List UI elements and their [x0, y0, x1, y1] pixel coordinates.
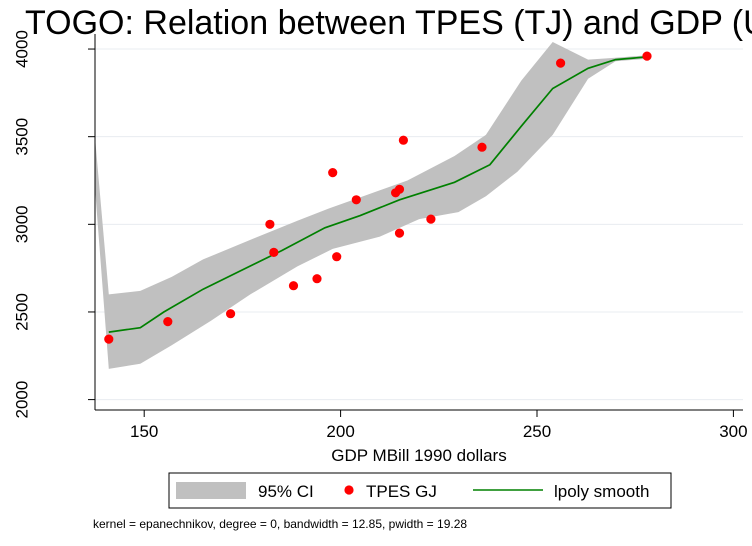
legend-swatch-points	[344, 485, 354, 495]
scatter-point-layer	[104, 51, 652, 344]
y-tick-label: 2500	[12, 293, 31, 331]
smooth-line	[108, 56, 648, 333]
x-tick-label: 150	[130, 422, 158, 441]
chart-title: TOGO: Relation between TPES (TJ) and GDP…	[25, 4, 752, 42]
data-point	[163, 317, 173, 327]
data-point	[269, 247, 279, 257]
legend: 95% CI TPES GJ lpoly smooth	[168, 472, 672, 509]
data-point	[477, 142, 487, 152]
x-tick-label: 250	[523, 422, 551, 441]
data-point	[394, 228, 405, 238]
data-point	[398, 135, 408, 145]
data-point	[351, 195, 361, 205]
data-point	[312, 274, 322, 284]
data-point	[328, 168, 338, 178]
y-tick-label: 3500	[12, 118, 31, 156]
y-tick-label: 2000	[12, 381, 31, 419]
y-tick-label: 3000	[12, 205, 31, 243]
data-point	[265, 219, 275, 229]
legend-box	[168, 472, 672, 509]
y-tick-label: 4000	[12, 30, 31, 68]
data-point	[288, 281, 299, 291]
legend-swatch-ci	[176, 482, 246, 499]
legend-label-smooth: lpoly smooth	[554, 482, 649, 501]
data-point	[642, 51, 652, 61]
ci-band-layer	[95, 42, 647, 369]
smooth-line-layer	[108, 56, 648, 333]
legend-label-ci: 95% CI	[258, 482, 314, 501]
data-point	[104, 334, 114, 344]
grid-layer	[95, 48, 743, 401]
chart-note: kernel = epanechnikov, degree = 0, bandw…	[93, 517, 467, 531]
data-point	[556, 58, 566, 68]
ci-band	[95, 42, 647, 369]
x-tick-label: 200	[326, 422, 354, 441]
legend-label-points: TPES GJ	[366, 482, 437, 501]
x-tick-label: 300	[719, 422, 747, 441]
data-point	[332, 252, 342, 262]
x-axis-label: GDP MBill 1990 dollars	[331, 446, 506, 465]
data-point	[226, 309, 236, 319]
axis-layer: 2000 2500 3000 3500 4000 150 200 250 300	[12, 30, 747, 441]
data-point	[426, 214, 436, 224]
data-point	[394, 184, 405, 194]
